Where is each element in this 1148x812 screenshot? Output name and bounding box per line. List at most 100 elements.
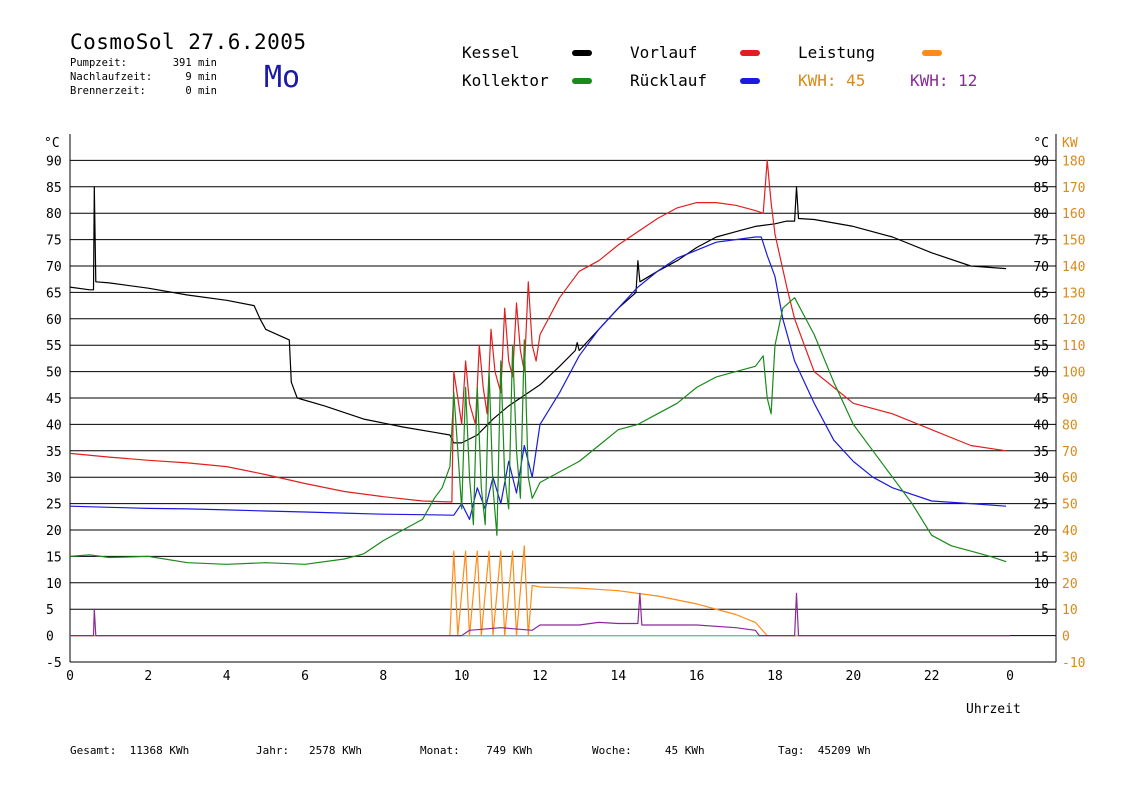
nachlaufzeit-label: Nachlaufzeit: [70,71,153,83]
y-left-tick-label: 55 [46,339,62,354]
y-right-temp-tick-label: 50 [1033,366,1049,381]
legend-kollektor-swatch [572,78,592,84]
kwh-other-value: 12 [958,71,978,90]
y-right-power-tick-label: 10 [1062,603,1078,618]
series-line-rücklauf [69,236,1007,520]
footer-jahr: Jahr: 2578 KWh [256,744,362,757]
y-right-temp-tick-label: 75 [1033,234,1049,249]
x-tick-label: 22 [924,669,940,684]
series-line-leistung [70,545,1010,637]
brennerzeit-value: 0 min [185,85,217,97]
y-left-tick-label: 20 [46,524,62,539]
legend-kessel-label: Kessel [462,43,520,62]
x-tick-label: 0 [66,669,74,684]
y-left-tick-label: 45 [46,392,62,407]
y-right-power-tick-label: 0 [1062,630,1070,645]
y-right-temp-tick-label: 65 [1033,286,1049,301]
y-left-tick-label: 40 [46,418,62,433]
x-tick-label: 0 [1006,669,1014,684]
y-right-power-tick-label: 130 [1062,286,1085,301]
legend-vorlauf-swatch [740,50,760,56]
y-right-power-tick-label: 180 [1062,154,1085,169]
kwh-leistung-label: KWH: [798,71,837,90]
series-line-kessel [69,186,1007,444]
y-left-tick-label: 80 [46,207,62,222]
legend-ruecklauf-swatch [740,78,760,84]
y-left-tick-label: 75 [46,234,62,249]
x-tick-label: 4 [223,669,231,684]
y-left-tick-label: 90 [46,154,62,169]
y-right-power-tick-label: 150 [1062,234,1085,249]
y-right-power-tick-label: 100 [1062,366,1085,381]
y-right-power-tick-label: 110 [1062,339,1085,354]
footer-gesamt: Gesamt: 11368 KWh [70,744,190,757]
y-right-power-tick-label: 20 [1062,577,1078,592]
legend-vorlauf-label: Vorlauf [630,43,698,62]
x-tick-label: 8 [379,669,387,684]
x-tick-label: 14 [611,669,627,684]
series-line-series-5 [70,592,1010,637]
y-right-power-tick-label: 160 [1062,207,1085,222]
y-right-temp-tick-label: 40 [1033,418,1049,433]
y-left-tick-label: 60 [46,313,62,328]
y-right-temp-tick-label: 15 [1033,550,1049,565]
y-right-power-tick-label: 60 [1062,471,1078,486]
y-left-tick-label: -5 [46,656,62,671]
axis-labels: -5051015202530354045505560657075808590°C… [44,136,1085,684]
y-left-tick-label: 15 [46,550,62,565]
y-left-tick-label: 25 [46,498,62,513]
series-line-kollektor [69,297,1007,565]
y-right-temp-tick-label: 45 [1033,392,1049,407]
y-right-temp-tick-label: 70 [1033,260,1049,275]
y-left-tick-label: 10 [46,577,62,592]
legend-kessel-swatch [572,50,592,56]
pumpzeit-value: 391 min [172,57,217,69]
x-tick-label: 12 [532,669,548,684]
y-right-temp-tick-label: 55 [1033,339,1049,354]
pumpzeit-label: Pumpzeit: [70,57,127,69]
y-right-power-tick-label: -10 [1062,656,1085,671]
y-right-temp-tick-label: 85 [1033,181,1049,196]
y-right-temp-tick-label: 20 [1033,524,1049,539]
y-right-power-tick-label: 90 [1062,392,1078,407]
y-right-power-unit: KW [1062,136,1078,151]
legend-ruecklauf-label: Rücklauf [630,71,708,90]
y-right-temp-tick-label: 35 [1033,445,1049,460]
y-right-temp-tick-label: 5 [1041,603,1049,618]
kwh-other-label: KWH: [910,71,949,90]
y-left-tick-label: 35 [46,445,62,460]
y-right-temp-tick-label: 90 [1033,154,1049,169]
y-right-temp-tick-label: 30 [1033,471,1049,486]
y-left-unit: °C [44,136,60,151]
x-tick-label: 10 [454,669,470,684]
y-left-tick-label: 70 [46,260,62,275]
series-lines [69,159,1010,637]
y-right-power-tick-label: 170 [1062,181,1085,196]
kwh-leistung-value: 45 [846,71,866,90]
weekday-label: Mo [264,60,301,95]
y-right-temp-tick-label: 10 [1033,577,1049,592]
y-right-power-tick-label: 30 [1062,550,1078,565]
legend-leistung-label: Leistung [798,43,876,62]
x-tick-label: 2 [144,669,152,684]
nachlaufzeit-value: 9 min [185,71,217,83]
page-title: CosmoSol 27.6.2005 [70,30,307,54]
y-left-tick-label: 50 [46,366,62,381]
x-tick-label: 16 [689,669,705,684]
x-tick-label: 18 [767,669,783,684]
brennerzeit-label: Brennerzeit: [70,85,146,97]
x-tick-label: 6 [301,669,309,684]
y-right-temp-tick-label: 60 [1033,313,1049,328]
y-right-power-tick-label: 70 [1062,445,1078,460]
x-tick-label: 20 [846,669,862,684]
y-left-tick-label: 65 [46,286,62,301]
y-right-power-tick-label: 80 [1062,418,1078,433]
y-right-power-tick-label: 140 [1062,260,1085,275]
footer-tag: Tag: 45209 Wh [778,744,871,757]
y-left-tick-label: 5 [46,603,54,618]
footer-monat: Monat: 749 KWh [420,744,533,757]
y-right-power-tick-label: 40 [1062,524,1078,539]
kwh-other: KWH: 12 [910,71,977,90]
y-right-temp-unit: °C [1033,136,1049,151]
